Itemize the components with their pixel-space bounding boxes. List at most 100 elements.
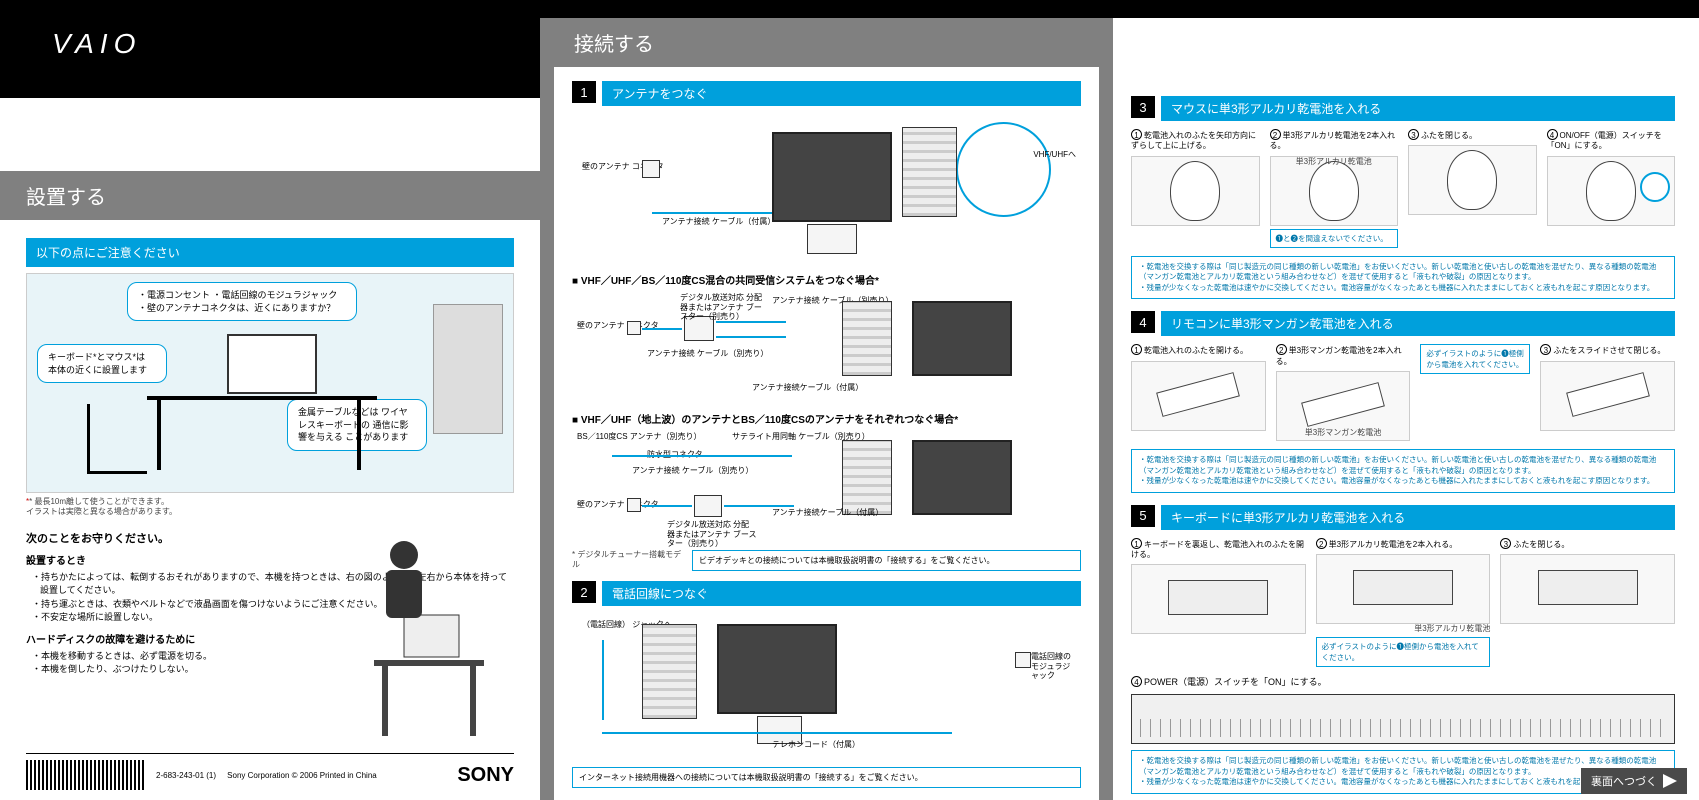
step-number: 3 bbox=[1131, 96, 1155, 118]
cable-sold-label: アンテナ接続 ケーブル（別売り） bbox=[647, 349, 768, 359]
s3b: 単3形アルカリ乾電池を2本入れる。 bbox=[1270, 131, 1396, 150]
s3c: ふたを閉じる。 bbox=[1421, 131, 1477, 140]
tuner-note: * デジタルチューナー搭載モデル bbox=[572, 550, 682, 571]
page-layout: VAIO セットアップガイド 設置する 以下の点にご注意ください ・電源コンセン… bbox=[0, 18, 1699, 800]
monitor-sketch bbox=[227, 334, 317, 394]
tv-back-main bbox=[772, 132, 892, 222]
s3a: 乾電池入れのふたを矢印方向にずらして上に上げる。 bbox=[1131, 131, 1256, 150]
bubble-outlets: ・電源コンセント ・電話回線のモジュラジャック ・壁のアンテナコネクタは、近くに… bbox=[127, 282, 357, 321]
modular-jack-icon bbox=[1015, 652, 1031, 668]
antenna-cable-label: アンテナ接続 ケーブル（付属） bbox=[662, 217, 775, 227]
s4b: 単3形マンガン乾電池を2本入れる。 bbox=[1276, 346, 1402, 365]
step-number: 2 bbox=[572, 581, 596, 603]
copyright: Sony Corporation © 2006 Printed in China bbox=[227, 771, 377, 780]
s3d: ON/OFF（電源）スイッチを「ON」にする。 bbox=[1547, 131, 1662, 150]
line-ant bbox=[724, 505, 794, 507]
mouse-close-img bbox=[1408, 145, 1537, 215]
step-number: 4 bbox=[1131, 311, 1155, 333]
booster-label: デジタル放送対応 分配器またはアンテナ ブースター（別売り） bbox=[680, 293, 765, 322]
desk-leg-2 bbox=[357, 400, 361, 470]
tv-ports bbox=[902, 127, 957, 217]
right-column: 3 マウスに単3形アルカリ乾電池を入れる 1乾電池入れのふたを矢印方向にずらして… bbox=[1113, 18, 1699, 800]
separate-antenna-diagram: BS／110度CS アンテナ（別売り） 防水型コネクタ サテライト用同軸 ケーブ… bbox=[572, 430, 1081, 540]
subhead-separate-antenna: ■ VHF／UHF（地上波）のアンテナとBS／110度CSのアンテナをそれぞれつ… bbox=[572, 411, 1081, 426]
step-title: マウスに単3形アルカリ乾電池を入れる bbox=[1161, 96, 1675, 121]
remote-close-img bbox=[1540, 361, 1675, 431]
title-black-band: VAIO bbox=[0, 18, 540, 98]
s4c: ふたをスライドさせて閉じる。 bbox=[1553, 346, 1665, 355]
s5a: キーボードを裏返し、乾電池入れのふたを開ける。 bbox=[1131, 540, 1304, 559]
sony-logo: SONY bbox=[457, 764, 514, 787]
step-title: 電話回線につなぐ bbox=[602, 581, 1081, 606]
footnote-2-text: イラストは実際と異なる場合があります。 bbox=[26, 507, 177, 516]
middle-column: 接続する 1 アンテナをつなぐ 壁のアンテナ コネクタ アンテナ接続 ケーブル（… bbox=[554, 18, 1099, 800]
person-carrying-svg bbox=[314, 520, 514, 740]
vhf-uhf-label: VHF/UHFへ bbox=[1033, 150, 1076, 160]
step-3-header: 3 マウスに単3形アルカリ乾電池を入れる bbox=[1131, 96, 1675, 121]
part-number: 2-683-243-01 (1) bbox=[156, 771, 216, 780]
warn-item: 残量が少なくなった乾電池は速やかに交換してください。電池容量がなくなったあとも機… bbox=[1139, 283, 1667, 294]
wall-jack-3 bbox=[627, 498, 641, 512]
step5-substeps: 1キーボードを裏返し、乾電池入れのふたを開ける。 2単3形アルカリ乾電池を2本入… bbox=[1131, 538, 1675, 668]
cable-incl-label: アンテナ接続ケーブル（付属） bbox=[752, 383, 863, 393]
s5-callout: 必ずイラストのように❶極側から電池を入れてください。 bbox=[1316, 637, 1491, 667]
continue-label: 裏面へつづく bbox=[1591, 773, 1657, 789]
setup-section-header: 設置する bbox=[0, 171, 540, 220]
continue-button[interactable]: 裏面へつづく bbox=[1581, 768, 1687, 794]
main-title: セットアップガイド bbox=[0, 98, 540, 171]
middle-body: 1 アンテナをつなぐ 壁のアンテナ コネクタ アンテナ接続 ケーブル（付属） V… bbox=[554, 67, 1099, 788]
phone-cable bbox=[602, 732, 952, 734]
top-black-bar bbox=[0, 0, 1699, 18]
keyboard-close-img bbox=[1500, 554, 1675, 624]
mix-note: ❶と❷を間違えないでください。 bbox=[1270, 229, 1399, 248]
subhead-mixed-system: ■ VHF／UHF／BS／110度CS混合の共同受信システムをつなぐ場合* bbox=[572, 272, 1081, 287]
s4-callout: 必ずイラストのように❶極側から電池を入れてください。 bbox=[1420, 344, 1530, 374]
wall-jack-icon bbox=[642, 160, 660, 178]
booster-2 bbox=[694, 495, 722, 517]
tv-stand bbox=[807, 224, 857, 254]
step-2-header: 2 電話回線につなぐ bbox=[572, 581, 1081, 606]
remote-open-img bbox=[1131, 361, 1266, 431]
keyboard-front-view bbox=[1131, 694, 1675, 744]
wall-jack-small bbox=[627, 321, 641, 335]
keyboard-open-img bbox=[1131, 564, 1306, 634]
line-wall bbox=[642, 505, 692, 507]
line2 bbox=[716, 321, 786, 323]
step-title: リモコンに単3形マンガン乾電池を入れる bbox=[1161, 311, 1675, 336]
keyboard-battery-img bbox=[1316, 554, 1491, 624]
step-number: 5 bbox=[1131, 505, 1155, 527]
mouse-power-img bbox=[1547, 156, 1676, 226]
s5b: 単3形アルカリ乾電池を2本入れる。 bbox=[1329, 540, 1458, 549]
step4-substeps: 1乾電池入れのふたを開ける。 2単3形マンガン乾電池を2本入れる。 単3形マンガ… bbox=[1131, 344, 1675, 441]
step-number: 1 bbox=[572, 81, 596, 103]
tv-back-3 bbox=[912, 440, 1012, 515]
tv-ports-3 bbox=[842, 440, 892, 515]
mixed-system-diagram: 壁のアンテナ コネクタ デジタル放送対応 分配器またはアンテナ ブースター（別売… bbox=[572, 291, 1081, 401]
tv-back-phone bbox=[717, 624, 837, 714]
arrow-right-icon bbox=[1663, 774, 1677, 788]
warn-item: 乾電池を交換する際は「同じ製造元の同じ種類の新しい乾電池」をお使いください。新し… bbox=[1139, 262, 1667, 283]
carry-illustration bbox=[314, 520, 514, 740]
cable-incl2-label: アンテナ接続ケーブル（付属） bbox=[772, 508, 883, 518]
step-1-header: 1 アンテナをつなぐ bbox=[572, 81, 1081, 106]
internet-note: インターネット接続用機器への接続については本機取扱説明書の「接続する」をご覧くだ… bbox=[572, 767, 1081, 788]
warn-item: 残量が少なくなった乾電池は速やかに交換してください。電池容量がなくなったあとも機… bbox=[1139, 476, 1667, 487]
zoom-circle bbox=[956, 122, 1051, 217]
step4-warning: 乾電池を交換する際は「同じ製造元の同じ種類の新しい乾電池」をお使いください。新し… bbox=[1131, 449, 1675, 493]
antenna-diagram-main: 壁のアンテナ コネクタ アンテナ接続 ケーブル（付属） VHF/UHFへ bbox=[572, 112, 1081, 262]
desk-leg-1 bbox=[157, 400, 161, 470]
tv-back-2 bbox=[912, 301, 1012, 376]
step3-substeps: 1乾電池入れのふたを矢印方向にずらして上に上げる。 2単3形アルカリ乾電池を2本… bbox=[1131, 129, 1675, 248]
s5c: ふたを閉じる。 bbox=[1513, 540, 1569, 549]
cable-sold2-label: アンテナ接続 ケーブル（別売り） bbox=[632, 466, 753, 476]
cable-line bbox=[652, 212, 782, 214]
left-body: 以下の点にご注意ください ・電源コンセント ・電話回線のモジュラジャック ・壁の… bbox=[0, 220, 540, 677]
s4a: 乾電池入れのふたを開ける。 bbox=[1144, 346, 1248, 355]
wall-outlet-sketch bbox=[433, 304, 503, 434]
booster2-label: デジタル放送対応 分配器またはアンテナ ブースター（別売り） bbox=[667, 520, 757, 549]
vaio-logo: VAIO bbox=[26, 18, 540, 60]
placement-illustration: ・電源コンセント ・電話回線のモジュラジャック ・壁のアンテナコネクタは、近くに… bbox=[26, 273, 514, 493]
power-on-text: POWER（電源）スイッチを「ON」にする。 bbox=[1144, 677, 1327, 687]
battery-label: 単3形アルカリ乾電池 bbox=[1316, 624, 1491, 634]
warn-item: 乾電池を交換する際は「同じ製造元の同じ種類の新しい乾電池」をお使いください。新し… bbox=[1139, 455, 1667, 476]
